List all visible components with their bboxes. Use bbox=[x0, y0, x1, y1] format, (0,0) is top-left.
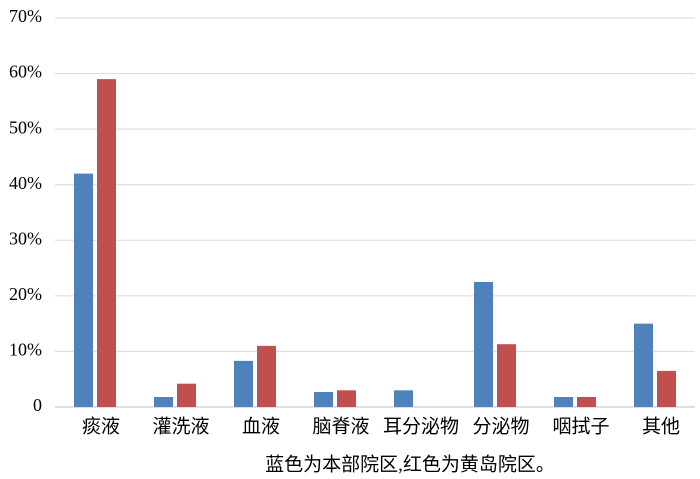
y-tick-label: 20% bbox=[9, 284, 42, 304]
x-tick-label: 分泌物 bbox=[472, 415, 529, 437]
x-tick-label: 脑脊液 bbox=[312, 415, 369, 437]
bar bbox=[497, 344, 516, 407]
x-tick-label: 其他 bbox=[642, 415, 680, 437]
y-tick-label: 60% bbox=[9, 62, 42, 82]
x-tick-label: 耳分泌物 bbox=[383, 415, 459, 437]
bar bbox=[97, 79, 116, 407]
y-tick-label: 50% bbox=[9, 117, 42, 137]
bar bbox=[257, 345, 276, 407]
y-tick-label: 10% bbox=[9, 340, 42, 360]
bar bbox=[554, 396, 573, 407]
bar bbox=[154, 396, 173, 407]
x-axis-note: 蓝色为本部院区,红色为黄岛院区。 bbox=[265, 453, 555, 475]
bar bbox=[337, 390, 356, 407]
bar bbox=[314, 391, 333, 407]
x-tick-label: 痰液 bbox=[82, 415, 120, 437]
bar bbox=[634, 323, 653, 407]
bar bbox=[74, 173, 93, 407]
bar bbox=[177, 383, 196, 407]
y-tick-label: 70% bbox=[9, 6, 42, 26]
y-tick-label: 40% bbox=[9, 173, 42, 193]
bar bbox=[657, 370, 676, 407]
bar bbox=[394, 390, 413, 407]
bar bbox=[577, 396, 596, 407]
bar bbox=[234, 360, 253, 407]
x-tick-label: 血液 bbox=[242, 415, 280, 437]
x-tick-label: 咽拭子 bbox=[552, 415, 609, 437]
x-tick-label: 灌洗液 bbox=[152, 415, 209, 437]
bar bbox=[474, 281, 493, 407]
y-tick-label: 0 bbox=[33, 395, 42, 415]
y-tick-label: 30% bbox=[9, 228, 42, 248]
